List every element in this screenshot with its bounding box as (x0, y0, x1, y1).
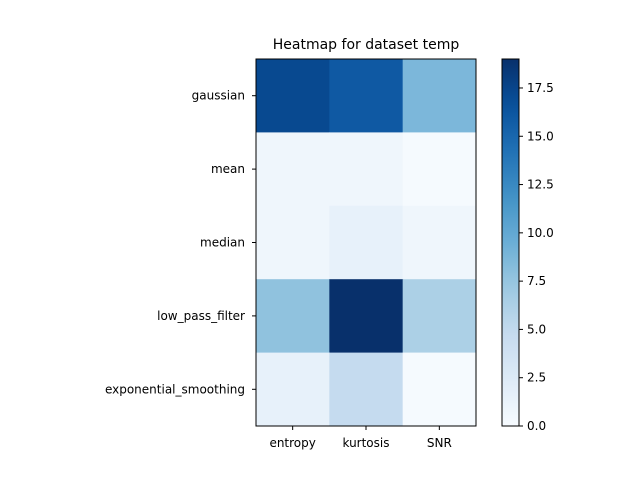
heatmap-cells (256, 59, 477, 427)
heatmap-cell (329, 205, 404, 280)
heatmap-cell (256, 59, 330, 133)
colorbar-tick-label: 5.0 (527, 322, 546, 336)
y-tick-label: mean (211, 162, 245, 176)
heatmap-cell (402, 205, 477, 280)
chart-title: Heatmap for dataset temp (273, 37, 460, 53)
x-tick-label: entropy (269, 436, 315, 450)
colorbar-tick-label: 12.5 (527, 178, 554, 192)
y-tick-label: exponential_smoothing (105, 382, 245, 396)
heatmap-cell (256, 205, 330, 280)
heatmap-cell (402, 59, 477, 133)
heatmap-cell (402, 279, 477, 354)
x-axis-ticks: entropy kurtosis SNR (269, 426, 452, 450)
y-axis-ticks: gaussian mean median low_pass_filterexponen… (105, 89, 256, 396)
heatmap-cell (329, 59, 404, 133)
x-tick-label: SNR (427, 436, 452, 450)
heatmap-cell (256, 279, 330, 354)
heatmap-cell (256, 352, 330, 427)
x-tick-label: kurtosis (342, 436, 389, 450)
heatmap-cell (329, 352, 404, 427)
y-tick-label: gaussian (192, 89, 245, 103)
heatmap-cell (256, 132, 330, 207)
colorbar-tick-label: 2.5 (527, 371, 546, 385)
colorbar-tick-label: 0.0 (527, 419, 546, 433)
colorbar-tick-label: 17.5 (527, 81, 554, 95)
y-tick-label: low_pass_filter (157, 309, 245, 323)
heatmap-cell (402, 132, 477, 207)
colorbar-tick-label: 10.0 (527, 226, 554, 240)
colorbar-tick-label: 7.5 (527, 274, 546, 288)
heatmap-cell (402, 352, 477, 427)
y-tick-label: median (200, 236, 245, 250)
heatmap-cell (329, 279, 404, 354)
heatmap-cell (329, 132, 404, 207)
colorbar-gradient (502, 59, 519, 426)
colorbar-frame (501, 58, 520, 427)
colorbar-ticks: 0.0 2.5 5.0 7.5 10.0 12.5 15.0 17.5 (519, 81, 554, 433)
colorbar-tick-label: 15.0 (527, 129, 554, 143)
